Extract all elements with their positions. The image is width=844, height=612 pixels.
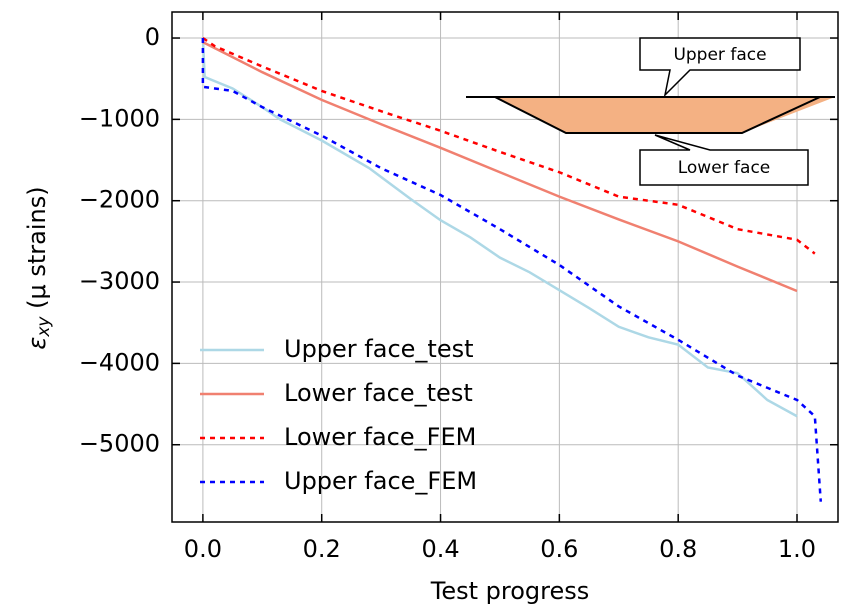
series-line [202,40,798,293]
annotation: Upper face [673,45,766,65]
series-line [201,37,798,418]
y-label-symbol: ε [23,337,51,350]
callout [639,134,809,186]
x-tick-label: 0.6 [540,535,578,563]
annotation: Lower face [678,158,771,178]
x-tick-label: 1.0 [778,535,816,563]
x-axis-label: Test progress [430,577,590,605]
y-tick-label: −5000 [79,430,160,458]
y-label-unit: (μ strains) [23,186,51,316]
legend-label: Lower face_FEM [284,423,476,451]
legend-label: Upper face_test [284,335,474,363]
section-shape [495,97,835,133]
y-tick-label: 0 [145,23,160,51]
y-tick-label: −4000 [79,348,160,376]
callout [639,37,801,98]
y-tick-label: −2000 [79,186,160,214]
x-tick-label: 0.8 [659,535,697,563]
legend-label: Lower face_test [284,379,473,407]
y-tick-label: −1000 [79,104,160,132]
plot-frame [171,11,839,523]
series-line [201,38,823,502]
y-label-subscript: xy [34,316,54,338]
lower-edge [494,96,821,134]
x-tick-label: 0.0 [184,535,222,563]
x-tick-label: 0.2 [303,535,341,563]
x-tick-label: 0.4 [421,535,459,563]
y-tick-label: −3000 [79,267,160,295]
y-axis-label: εxy (μ strains) [23,186,54,349]
inset-diagram: Upper face Lower face [466,37,835,186]
legend-label: Upper face_FEM [284,467,477,495]
